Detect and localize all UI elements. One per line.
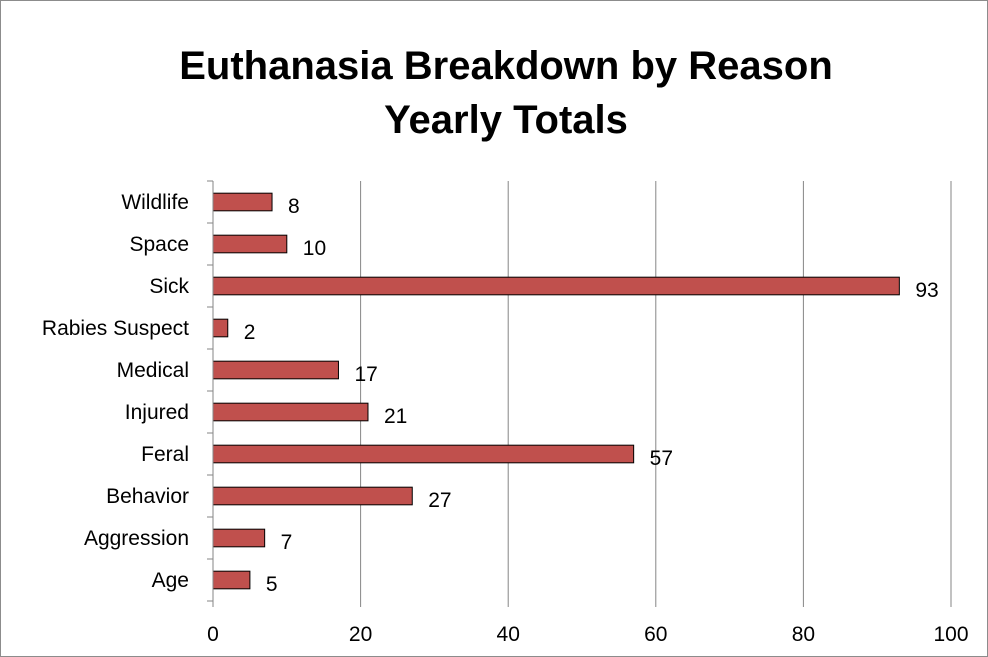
category-label-injured: Injured [125,401,189,424]
category-label-aggression: Aggression [84,527,189,550]
labels: 0 20 40 60 80 100 Age 5 Aggression 7 Behavior 27 Fer… [42,191,969,646]
data-label-feral: 57 [650,447,673,470]
bar-age [212,570,251,590]
data-label-medical: 17 [354,363,377,386]
data-label-space: 10 [303,237,326,260]
bar-medical [212,360,339,380]
category-label-sick: Sick [149,275,189,298]
category-label-wildlife: Wildlife [121,191,189,214]
chart-title: Euthanasia Breakdown by Reason [179,44,833,88]
bar-wildlife [212,192,273,212]
bar-sick [212,276,900,296]
x-tick-label-40: 40 [497,623,520,646]
bar-feral [212,444,635,464]
category-label-rabies-suspect: Rabies Suspect [42,317,189,340]
category-label-feral: Feral [141,443,189,466]
data-label-aggression: 7 [281,531,293,554]
bars [212,192,900,590]
category-label-age: Age [152,569,189,592]
bar-space [212,234,288,254]
data-label-wildlife: 8 [288,195,300,218]
bar-rabies-suspect [212,318,229,338]
data-label-behavior: 27 [428,489,451,512]
x-tick-label-20: 20 [349,623,372,646]
x-tick-label-80: 80 [792,623,815,646]
x-tick-label-0: 0 [207,623,219,646]
data-label-age: 5 [266,573,278,596]
data-label-injured: 21 [384,405,407,428]
data-label-rabies-suspect: 2 [244,321,256,344]
bar-injured [212,402,369,422]
x-tick-label-100: 100 [933,623,968,646]
gridlines [360,181,952,601]
category-label-behavior: Behavior [106,485,189,508]
axes [207,180,952,607]
data-label-sick: 93 [915,279,938,302]
chart-subtitle: Yearly Totals [384,98,628,142]
bar-behavior [212,486,413,506]
category-label-medical: Medical [117,359,189,382]
x-tick-label-60: 60 [644,623,667,646]
bar-aggression [212,528,266,548]
category-label-space: Space [129,233,189,256]
